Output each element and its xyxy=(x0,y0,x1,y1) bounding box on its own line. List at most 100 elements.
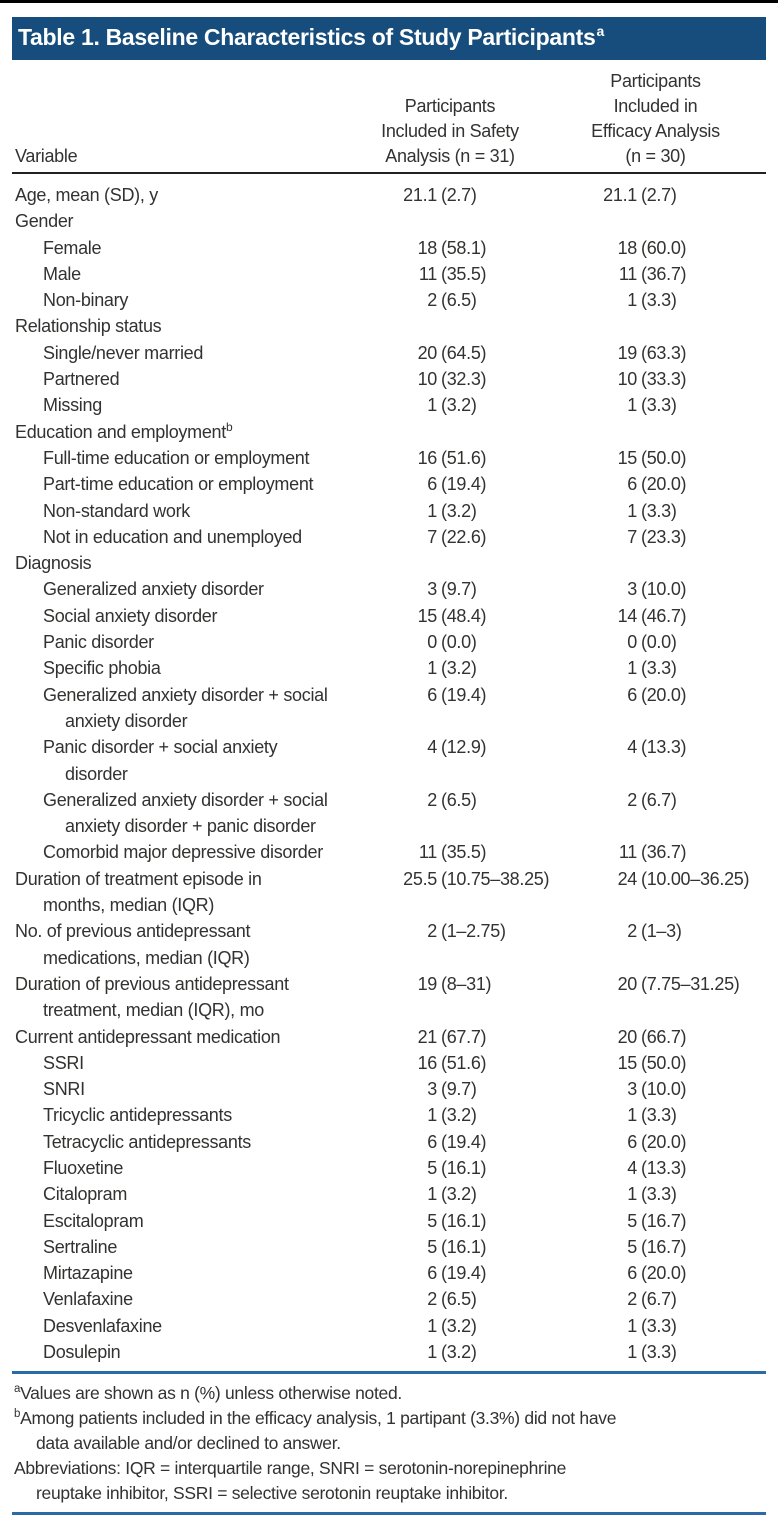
label-line: Diagnosis xyxy=(15,553,92,574)
safety-value: 2 (1–2.75) xyxy=(355,918,545,944)
label-line: Dosulepin xyxy=(43,1342,121,1363)
label-line: SSRI xyxy=(43,1052,84,1073)
table-row: Partnered 10 (32.3) 10 (33.3) xyxy=(12,366,766,392)
value-percent: (13.3) xyxy=(641,737,687,758)
value-percent: (63.3) xyxy=(641,342,687,363)
safety-value: 11 (35.5) xyxy=(355,839,545,865)
value-count: 15 xyxy=(617,447,638,468)
value-count: 5 xyxy=(427,1210,437,1231)
value-percent: (50.0) xyxy=(641,447,687,468)
value-percent: (16.1) xyxy=(441,1236,487,1257)
value-percent: (16.7) xyxy=(641,1236,687,1257)
table-row: SNRI 3 (9.7) 3 (10.0) xyxy=(12,1076,766,1102)
value-percent: (12.9) xyxy=(441,737,487,758)
value-count: 1 xyxy=(427,658,437,679)
label-line: medications, median (IQR) xyxy=(43,947,250,968)
table-title: Table 1. Baseline Characteristics of Stu… xyxy=(18,23,604,50)
value-percent: (16.1) xyxy=(441,1157,487,1178)
table-row: SSRI 16 (51.6) 15 (50.0) xyxy=(12,1050,766,1076)
value-count: 3 xyxy=(627,579,637,600)
table-row: No. of previous antidepressant medication… xyxy=(12,918,766,971)
footnote-line: Abbreviations: IQR = interquartile range… xyxy=(14,1458,567,1479)
value-count: 1 xyxy=(427,1342,437,1363)
row-label: Diagnosis xyxy=(12,550,355,576)
value-count: 24 xyxy=(617,868,638,889)
table-row: Relationship status xyxy=(12,313,766,339)
efficacy-value: 1 (3.3) xyxy=(545,1313,766,1339)
safety-value: 21.1 (2.7) xyxy=(355,182,545,208)
value-count: 18 xyxy=(617,237,638,258)
value-count: 10 xyxy=(617,369,638,390)
row-label: Education and employmentb xyxy=(12,419,355,445)
safety-value: 4 (12.9) xyxy=(355,734,545,760)
value-count: 18 xyxy=(417,237,438,258)
efficacy-value: 5 (16.7) xyxy=(545,1234,766,1260)
value-percent: (3.2) xyxy=(441,658,477,679)
safety-value: 6 (19.4) xyxy=(355,471,545,497)
safety-header-line: Participants xyxy=(404,96,496,116)
efficacy-value: 6 (20.0) xyxy=(545,1129,766,1155)
row-label: Missing xyxy=(12,392,355,418)
label-line: Tetracyclic antidepressants xyxy=(43,1131,251,1152)
label-line: Female xyxy=(43,237,102,258)
efficacy-header-line: Efficacy Analysis xyxy=(591,121,720,141)
value-count: 1 xyxy=(627,395,637,416)
safety-value: 3 (9.7) xyxy=(355,576,545,602)
row-label: Male xyxy=(12,261,355,287)
label-line: Sertraline xyxy=(43,1236,118,1257)
table-row: Social anxiety disorder 15 (48.4) 14 (46.7) xyxy=(12,603,766,629)
label-line: Fluoxetine xyxy=(43,1157,124,1178)
efficacy-value: 3 (10.0) xyxy=(545,576,766,602)
value-percent: (19.4) xyxy=(441,474,487,495)
value-count: 1 xyxy=(427,395,437,416)
table-row: Diagnosis xyxy=(12,550,766,576)
table-row: Generalized anxiety disorder + social anx… xyxy=(12,787,766,840)
value-percent: (2.7) xyxy=(641,185,677,205)
title-superscript: a xyxy=(596,23,604,40)
efficacy-value: 1 (3.3) xyxy=(545,498,766,524)
row-label: Part-time education or employment xyxy=(12,471,355,497)
value-count: 21.1 xyxy=(603,185,637,205)
value-count: 5 xyxy=(427,1236,437,1257)
value-count: 1 xyxy=(627,1342,637,1363)
efficacy-value: 14 (46.7) xyxy=(545,603,766,629)
table-container: Table 1. Baseline Characteristics of Stu… xyxy=(0,17,778,1516)
value-percent: (50.0) xyxy=(641,1052,687,1073)
label-line: Mirtazapine xyxy=(43,1263,133,1284)
efficacy-value: 4 (13.3) xyxy=(545,734,766,760)
value-percent: (16.1) xyxy=(441,1210,487,1231)
row-label: Female xyxy=(12,235,355,261)
value-count: 1 xyxy=(427,500,437,521)
table-row: Escitalopram 5 (16.1) 5 (16.7) xyxy=(12,1208,766,1234)
label-line: Relationship status xyxy=(15,316,162,337)
safety-value: 1 (3.2) xyxy=(355,1339,545,1365)
safety-value: 6 (19.4) xyxy=(355,1260,545,1286)
value-count: 21.1 xyxy=(403,185,437,205)
value-count: 1 xyxy=(427,1184,437,1205)
table-row: Comorbid major depressive disorder 11 (35.… xyxy=(12,839,766,865)
label-line: Comorbid major depressive disorder xyxy=(43,842,323,863)
efficacy-value: 2 (6.7) xyxy=(545,787,766,813)
value-count: 6 xyxy=(427,1131,437,1152)
value-count: 4 xyxy=(427,737,437,758)
table-row: Gender xyxy=(12,208,766,234)
value-count: 0 xyxy=(627,632,637,653)
table-row: Non-binary 2 (6.5) 1 (3.3) xyxy=(12,287,766,313)
value-percent: (22.6) xyxy=(441,526,487,547)
efficacy-value: 21.1 (2.7) xyxy=(545,182,766,208)
value-percent: (33.3) xyxy=(641,369,687,390)
label-line: Desvenlafaxine xyxy=(43,1315,162,1336)
value-percent: (3.2) xyxy=(441,1342,477,1363)
footnote-divider-rule xyxy=(12,1371,766,1375)
value-percent: (19.4) xyxy=(441,1131,487,1152)
efficacy-value: 1 (3.3) xyxy=(545,287,766,313)
safety-value: 21 (67.7) xyxy=(355,1024,545,1050)
label-line: anxiety disorder + panic disorder xyxy=(65,816,316,837)
efficacy-value: 1 (3.3) xyxy=(545,392,766,418)
value-percent: (3.3) xyxy=(641,395,677,416)
label-line: Non-binary xyxy=(43,290,129,311)
table-row: Desvenlafaxine 1 (3.2) 1 (3.3) xyxy=(12,1313,766,1339)
label-line: Tricyclic antidepressants xyxy=(43,1105,232,1126)
value-percent: (19.4) xyxy=(441,1263,487,1284)
safety-header-line: Analysis (n = 31) xyxy=(385,146,515,166)
